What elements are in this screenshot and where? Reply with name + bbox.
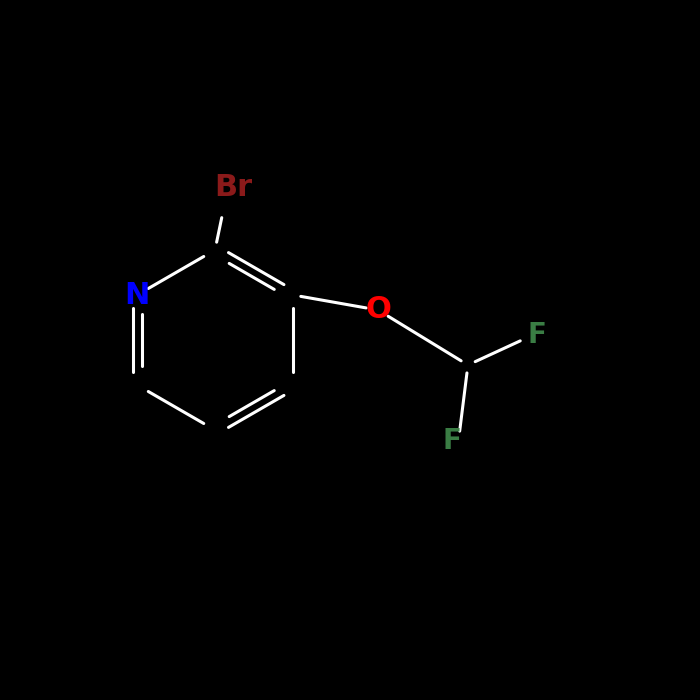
Text: O: O	[365, 295, 391, 325]
Text: N: N	[125, 281, 150, 309]
Text: F: F	[442, 427, 461, 455]
Text: F: F	[528, 321, 547, 349]
Text: Br: Br	[214, 174, 252, 202]
